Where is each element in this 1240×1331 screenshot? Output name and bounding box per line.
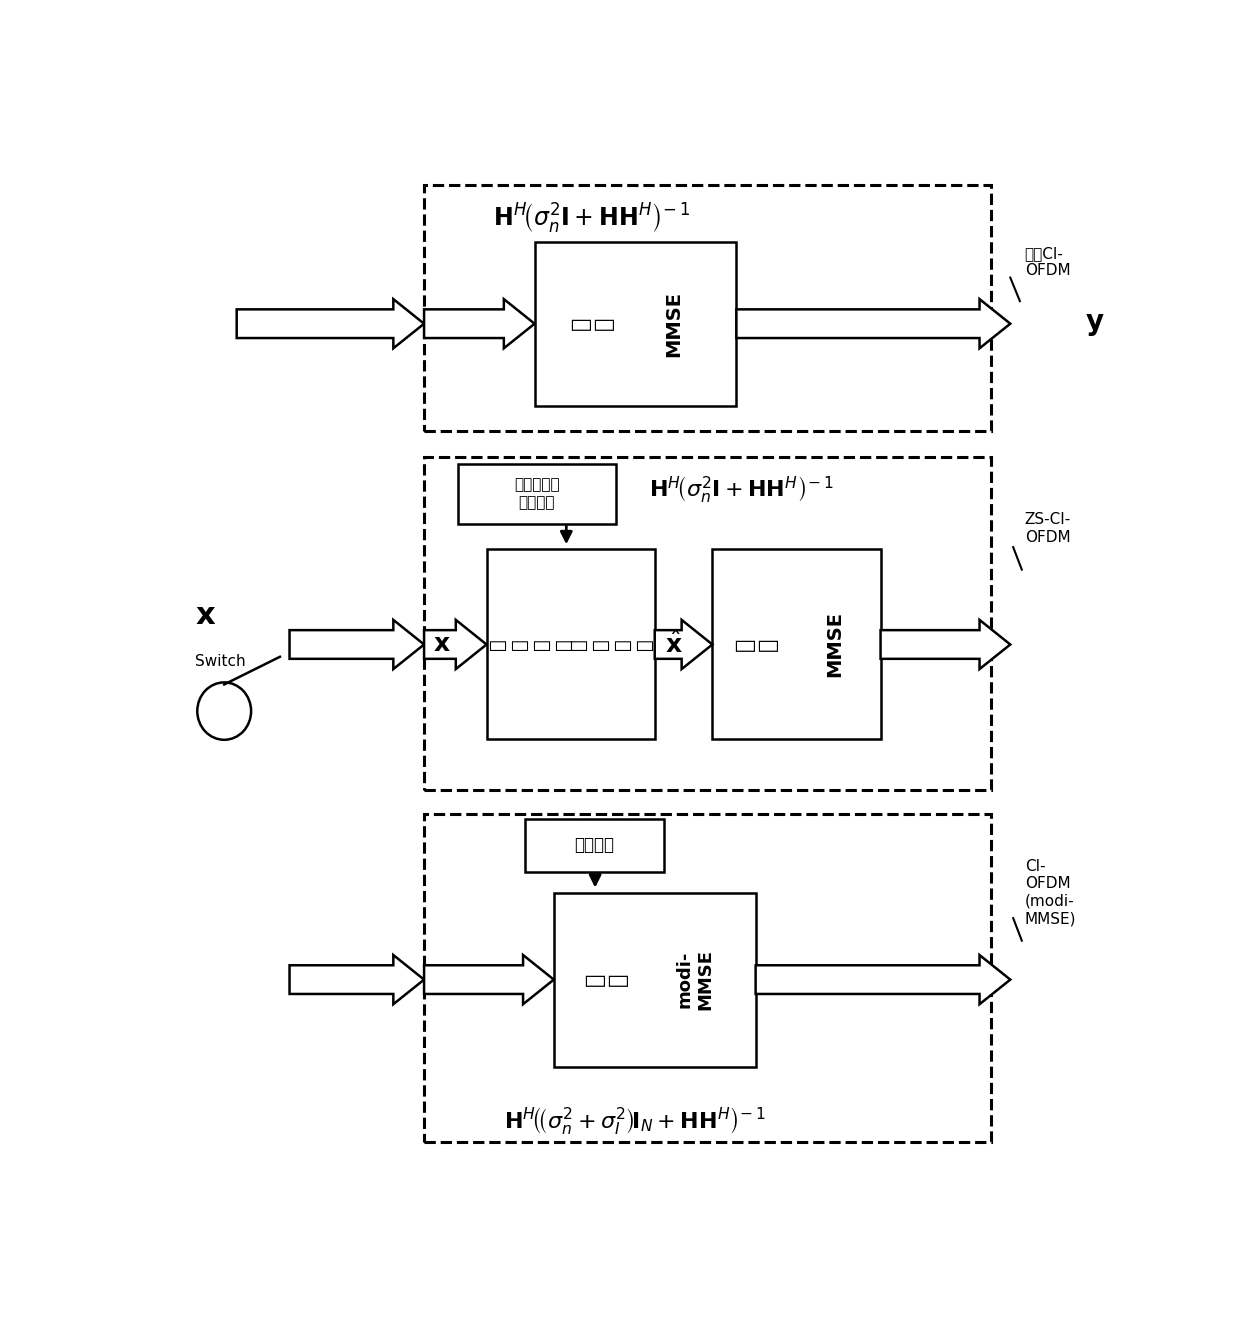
Polygon shape — [290, 620, 424, 669]
Text: 检
测: 检 测 — [570, 317, 614, 330]
Polygon shape — [237, 299, 424, 349]
Text: $\hat{\mathbf{x}}$: $\hat{\mathbf{x}}$ — [665, 631, 683, 658]
Polygon shape — [655, 620, 712, 669]
Polygon shape — [525, 819, 665, 872]
Text: $\mathbf{H}^H\!\left(\sigma_n^2\mathbf{I}+\mathbf{HH}^H\right)^{\!-1}$: $\mathbf{H}^H\!\left(\sigma_n^2\mathbf{I… — [649, 474, 833, 506]
Text: 被
干
扰
子: 被 干 扰 子 — [568, 638, 653, 650]
Text: 检
测: 检 测 — [585, 973, 629, 986]
Polygon shape — [712, 550, 880, 739]
Text: MMSE: MMSE — [665, 290, 683, 357]
Text: CI-
OFDM
(modi-
MMSE): CI- OFDM (modi- MMSE) — [1024, 858, 1076, 926]
Text: 检
测: 检 测 — [734, 638, 777, 651]
Text: 传统CI-
OFDM: 传统CI- OFDM — [1024, 246, 1070, 278]
Text: $\mathbf{x}$: $\mathbf{x}$ — [196, 602, 217, 631]
Polygon shape — [880, 620, 1011, 669]
Polygon shape — [424, 185, 991, 431]
Polygon shape — [486, 550, 655, 739]
Text: Switch: Switch — [196, 655, 246, 669]
Polygon shape — [534, 242, 737, 406]
Polygon shape — [424, 813, 991, 1142]
Polygon shape — [424, 299, 534, 349]
Text: MMSE: MMSE — [826, 611, 844, 677]
Text: $\mathbf{y}$: $\mathbf{y}$ — [1085, 310, 1105, 338]
Text: modi-
MMSE: modi- MMSE — [676, 949, 714, 1010]
Polygon shape — [424, 457, 991, 791]
Polygon shape — [424, 620, 486, 669]
Text: $\mathbf{x}$: $\mathbf{x}$ — [433, 632, 450, 656]
Text: $\mathbf{H}^H\!\left(\!\left(\sigma_n^2+\sigma_I^2\right)\!\mathbf{I}_N+\mathbf{: $\mathbf{H}^H\!\left(\!\left(\sigma_n^2+… — [505, 1105, 766, 1135]
Polygon shape — [554, 893, 755, 1066]
Text: 载
波
置
零: 载 波 置 零 — [487, 638, 573, 650]
Polygon shape — [458, 465, 616, 523]
Text: $\mathbf{H}^H\!\left(\sigma_n^2\mathbf{I}+\mathbf{HH}^H\right)^{\!-1}$: $\mathbf{H}^H\!\left(\sigma_n^2\mathbf{I… — [494, 202, 691, 237]
Polygon shape — [424, 956, 554, 1004]
Polygon shape — [737, 299, 1011, 349]
Polygon shape — [755, 956, 1011, 1004]
Text: 受干扰子载
波的位置: 受干扰子载 波的位置 — [515, 478, 559, 510]
Polygon shape — [290, 956, 424, 1004]
Text: ZS-CI-
OFDM: ZS-CI- OFDM — [1024, 512, 1071, 544]
Text: 干扰功率: 干扰功率 — [574, 836, 615, 855]
